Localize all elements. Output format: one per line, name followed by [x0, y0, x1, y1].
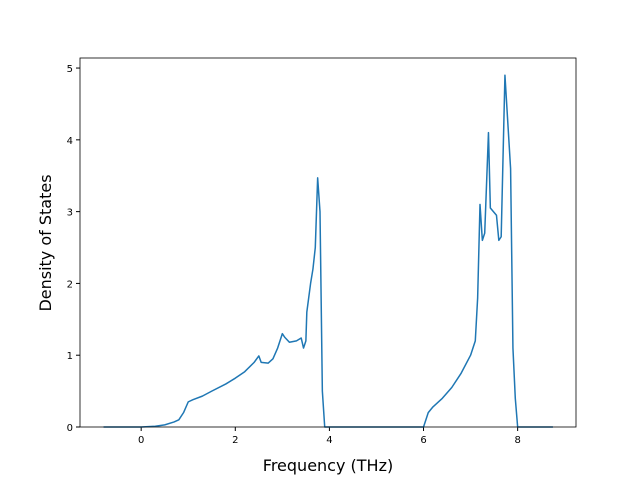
y-tick-label: 5	[67, 64, 73, 75]
x-tick-label: 8	[514, 435, 520, 446]
y-tick-label: 2	[67, 279, 73, 290]
data-line	[103, 74, 553, 428]
x-tick-label: 0	[138, 435, 144, 446]
x-tick-label: 4	[326, 435, 332, 446]
y-tick-label: 4	[67, 136, 73, 147]
plot-frame	[79, 57, 577, 428]
y-tick-label: 3	[67, 208, 73, 219]
y-tick-label: 1	[67, 351, 73, 362]
y-axis-label: Density of States	[36, 174, 55, 311]
x-tick-label: 6	[420, 435, 426, 446]
y-tick-label: 0	[67, 423, 73, 434]
x-axis-label: Frequency (THz)	[263, 456, 393, 475]
x-tick-label: 2	[232, 435, 238, 446]
